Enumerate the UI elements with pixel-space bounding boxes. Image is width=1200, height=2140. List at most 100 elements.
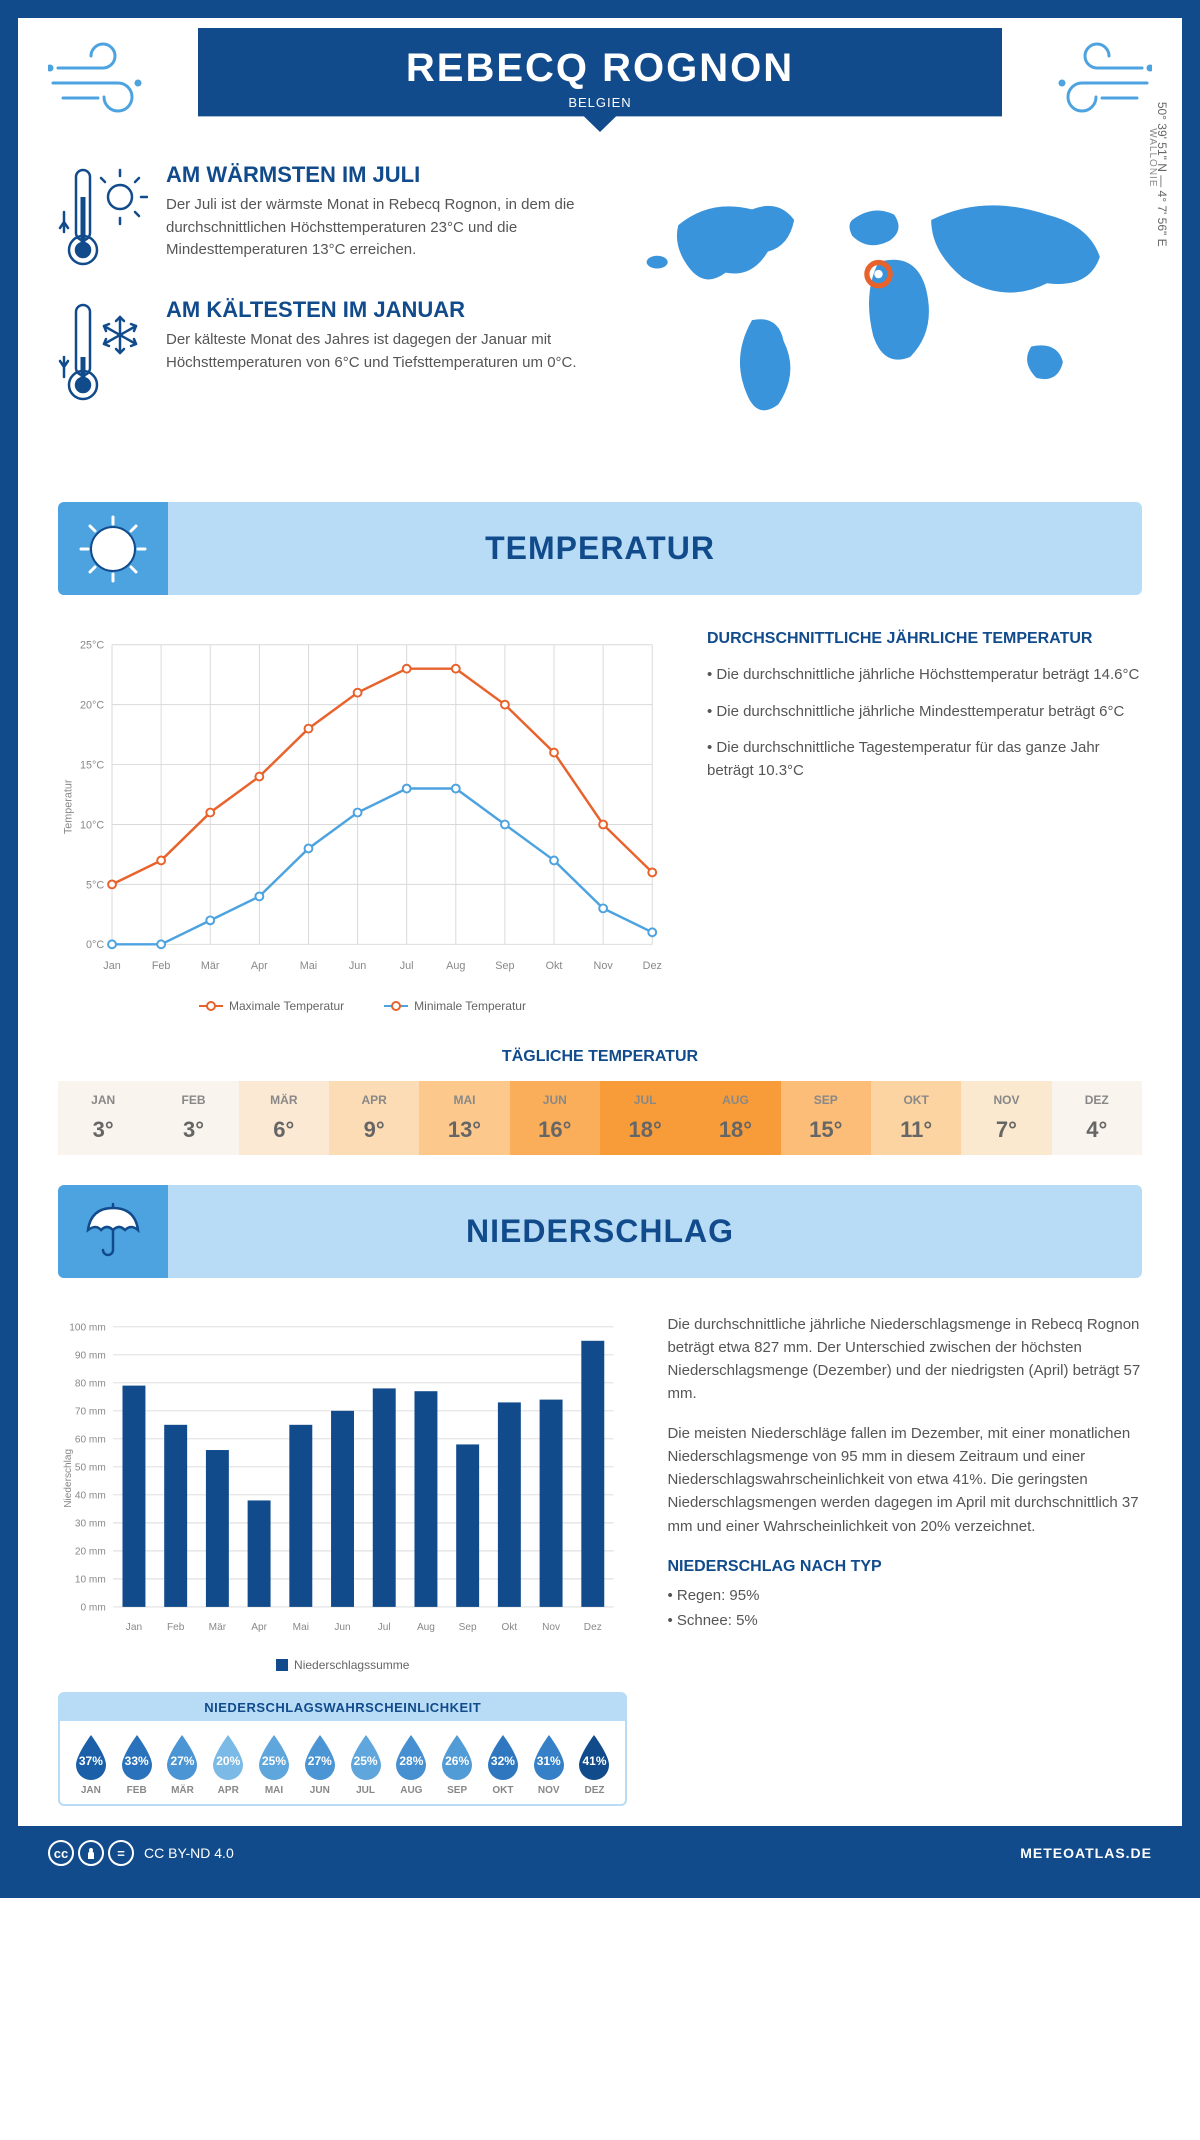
world-map: WALLONIE 50° 39' 51" N — 4° 7' 56" E xyxy=(615,162,1142,462)
svg-text:Nov: Nov xyxy=(542,1622,561,1633)
chart-legend: .legend-line:nth-child(1)::after{border-… xyxy=(58,999,667,1013)
svg-text:10 mm: 10 mm xyxy=(75,1574,106,1585)
wind-icon xyxy=(48,38,168,118)
svg-text:Sep: Sep xyxy=(459,1622,477,1633)
temp-cell: OKT11° xyxy=(871,1081,961,1155)
temp-cell: MAI13° xyxy=(419,1081,509,1155)
svg-text:Sep: Sep xyxy=(495,960,514,972)
site-name: METEOATLAS.DE xyxy=(1020,1845,1152,1861)
svg-text:Okt: Okt xyxy=(546,960,563,972)
coldest-block: AM KÄLTESTEN IM JANUAR Der kälteste Mona… xyxy=(58,297,585,407)
svg-text:25°C: 25°C xyxy=(80,640,104,652)
precip-legend: Niederschlagssumme xyxy=(58,1658,627,1672)
temp-cell: JUL18° xyxy=(600,1081,690,1155)
temp-cell: DEZ4° xyxy=(1052,1081,1142,1155)
svg-text:50 mm: 50 mm xyxy=(75,1462,106,1473)
temperature-section-header: TEMPERATUR xyxy=(58,502,1142,595)
precip-paragraph-2: Die meisten Niederschläge fallen im Deze… xyxy=(667,1422,1142,1538)
prob-cell: 32%OKT xyxy=(480,1733,526,1796)
svg-text:Jul: Jul xyxy=(378,1622,391,1633)
coldest-title: AM KÄLTESTEN IM JANUAR xyxy=(166,297,585,323)
precipitation-title: NIEDERSCHLAG xyxy=(58,1213,1142,1250)
prob-cell: 31%NOV xyxy=(526,1733,572,1796)
location-title: REBECQ ROGNON xyxy=(198,46,1002,91)
svg-text:Jun: Jun xyxy=(349,960,366,972)
temp-cell: JAN3° xyxy=(58,1081,148,1155)
svg-text:0°C: 0°C xyxy=(86,939,104,951)
svg-text:15°C: 15°C xyxy=(80,760,104,772)
precip-type-item: • Schnee: 5% xyxy=(667,1609,1142,1632)
umbrella-icon xyxy=(58,1185,168,1278)
svg-text:20 mm: 20 mm xyxy=(75,1546,106,1557)
svg-text:60 mm: 60 mm xyxy=(75,1434,106,1445)
svg-text:Feb: Feb xyxy=(152,960,171,972)
svg-text:Temperatur: Temperatur xyxy=(63,779,75,834)
svg-text:Mär: Mär xyxy=(201,960,220,972)
svg-text:10°C: 10°C xyxy=(80,820,104,832)
prob-cell: 25%MAI xyxy=(251,1733,297,1796)
cc-icon: cc xyxy=(48,1840,74,1866)
prob-cell: 27%JUN xyxy=(297,1733,343,1796)
svg-text:80 mm: 80 mm xyxy=(75,1378,106,1389)
thermometer-hot-icon xyxy=(58,162,148,272)
svg-text:Apr: Apr xyxy=(251,960,268,972)
precip-paragraph-1: Die durchschnittliche jährliche Niedersc… xyxy=(667,1313,1142,1406)
svg-text:Feb: Feb xyxy=(167,1622,185,1633)
svg-text:20°C: 20°C xyxy=(80,700,104,712)
warmest-title: AM WÄRMSTEN IM JULI xyxy=(166,162,585,188)
svg-text:Dez: Dez xyxy=(584,1622,602,1633)
svg-text:90 mm: 90 mm xyxy=(75,1350,106,1361)
cc-icons: cc = xyxy=(48,1840,134,1866)
daily-temperature-table: JAN3°FEB3°MÄR6°APR9°MAI13°JUN16°JUL18°AU… xyxy=(58,1081,1142,1155)
thermometer-cold-icon xyxy=(58,297,148,407)
temperature-line-chart: 0°C 5°C 10°C 15°C 20°C 25°C Jan Feb Mär Apr Mai Jun… xyxy=(58,630,667,984)
svg-text:Mai: Mai xyxy=(293,1622,309,1633)
nd-icon: = xyxy=(108,1840,134,1866)
precip-type-item: • Regen: 95% xyxy=(667,1584,1142,1607)
svg-text:0 mm: 0 mm xyxy=(81,1602,106,1613)
svg-text:40 mm: 40 mm xyxy=(75,1490,106,1501)
svg-text:Okt: Okt xyxy=(502,1622,518,1633)
legend-min: Minimale Temperatur xyxy=(414,999,526,1013)
temperature-averages: DURCHSCHNITTLICHE JÄHRLICHE TEMPERATUR •… xyxy=(707,630,1142,1013)
svg-text:Mär: Mär xyxy=(209,1622,227,1633)
precipitation-probability-box: NIEDERSCHLAGSWAHRSCHEINLICHKEIT 37%JAN33… xyxy=(58,1692,627,1806)
svg-text:Apr: Apr xyxy=(251,1622,267,1633)
temp-cell: MÄR6° xyxy=(239,1081,329,1155)
country-subtitle: BELGIEN xyxy=(198,95,1002,110)
svg-text:Aug: Aug xyxy=(446,960,465,972)
coordinates: 50° 39' 51" N — 4° 7' 56" E xyxy=(1155,102,1169,247)
temperature-title: TEMPERATUR xyxy=(58,530,1142,567)
by-icon xyxy=(78,1840,104,1866)
temp-cell: FEB3° xyxy=(148,1081,238,1155)
world-map-svg xyxy=(615,162,1142,457)
header-area: REBECQ ROGNON BELGIEN xyxy=(18,18,1182,132)
precipitation-bar-chart: 0 mm10 mm20 mm30 mm40 mm50 mm60 mm70 mm8… xyxy=(58,1313,627,1644)
svg-text:100 mm: 100 mm xyxy=(69,1322,105,1333)
svg-text:Jan: Jan xyxy=(126,1622,142,1633)
prob-cell: 20%APR xyxy=(205,1733,251,1796)
averages-title: DURCHSCHNITTLICHE JÄHRLICHE TEMPERATUR xyxy=(707,630,1142,648)
precipitation-body: 0 mm10 mm20 mm30 mm40 mm50 mm60 mm70 mm8… xyxy=(18,1278,1182,1827)
precip-by-type-title: NIEDERSCHLAG NACH TYP xyxy=(667,1558,1142,1576)
svg-text:Mai: Mai xyxy=(300,960,317,972)
average-item: • Die durchschnittliche jährliche Höchst… xyxy=(707,664,1142,687)
sun-icon xyxy=(58,502,168,595)
prob-cell: 37%JAN xyxy=(68,1733,114,1796)
warmest-block: AM WÄRMSTEN IM JULI Der Juli ist der wär… xyxy=(58,162,585,272)
temp-cell: NOV7° xyxy=(961,1081,1051,1155)
license-text: CC BY-ND 4.0 xyxy=(144,1845,234,1861)
prob-cell: 26%SEP xyxy=(434,1733,480,1796)
svg-text:70 mm: 70 mm xyxy=(75,1406,106,1417)
svg-text:Jul: Jul xyxy=(400,960,414,972)
svg-text:5°C: 5°C xyxy=(86,879,104,891)
svg-text:Nov: Nov xyxy=(594,960,614,972)
daily-temp-title: TÄGLICHE TEMPERATUR xyxy=(18,1048,1182,1066)
wind-icon xyxy=(1032,38,1152,118)
prob-cell: 27%MÄR xyxy=(160,1733,206,1796)
svg-text:Dez: Dez xyxy=(643,960,662,972)
prob-cell: 41%DEZ xyxy=(572,1733,618,1796)
infographic-container: REBECQ ROGNON BELGIEN AM WÄRMSTEN IM JUL… xyxy=(0,0,1200,1898)
temp-cell: JUN16° xyxy=(510,1081,600,1155)
svg-text:Jan: Jan xyxy=(103,960,120,972)
